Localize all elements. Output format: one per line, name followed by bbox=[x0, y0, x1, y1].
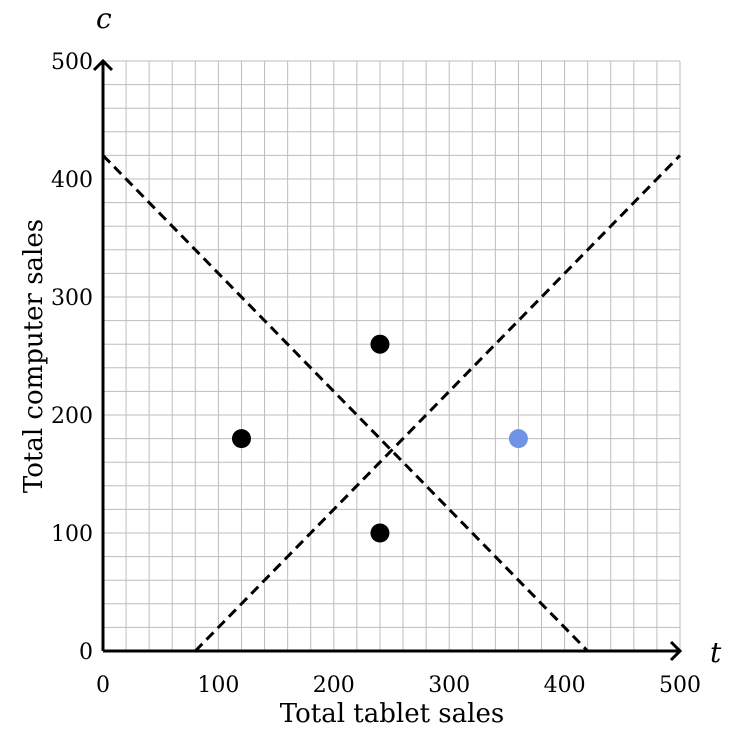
x-axis-arrow-icon bbox=[669, 640, 683, 662]
y-tick-label: 100 bbox=[51, 522, 93, 547]
data-point bbox=[370, 334, 390, 354]
y-tick-label: 0 bbox=[79, 640, 93, 665]
data-point bbox=[508, 429, 528, 449]
y-tick-label: 500 bbox=[51, 50, 93, 75]
grid bbox=[103, 60, 681, 651]
x-axis-title: Total tablet sales bbox=[280, 699, 504, 729]
x-tick-label: 200 bbox=[313, 673, 355, 698]
y-axis-arrow-icon bbox=[92, 58, 114, 72]
x-tick-label: 300 bbox=[428, 673, 470, 698]
dashed-line-2 bbox=[194, 154, 682, 653]
y-tick-label: 400 bbox=[51, 168, 93, 193]
data-point bbox=[231, 429, 251, 449]
x-tick-label: 0 bbox=[96, 673, 110, 698]
x-tick-label: 100 bbox=[197, 673, 239, 698]
y-axis-variable: c bbox=[96, 2, 112, 35]
x-axis-variable: t bbox=[710, 636, 722, 669]
data-points bbox=[231, 334, 528, 543]
dashed-line-1 bbox=[101, 154, 589, 653]
y-tick-label: 200 bbox=[51, 404, 93, 429]
x-tick-labels: 0 100 200 300 400 500 bbox=[96, 673, 701, 698]
reference-lines bbox=[101, 154, 682, 653]
x-tick-label: 400 bbox=[544, 673, 586, 698]
data-point bbox=[370, 523, 390, 543]
y-axis-title: Total computer sales bbox=[19, 219, 49, 493]
y-tick-label: 300 bbox=[51, 286, 93, 311]
y-tick-labels: 0 100 200 300 400 500 bbox=[51, 50, 93, 665]
x-tick-label: 500 bbox=[659, 673, 701, 698]
axes bbox=[92, 58, 683, 662]
